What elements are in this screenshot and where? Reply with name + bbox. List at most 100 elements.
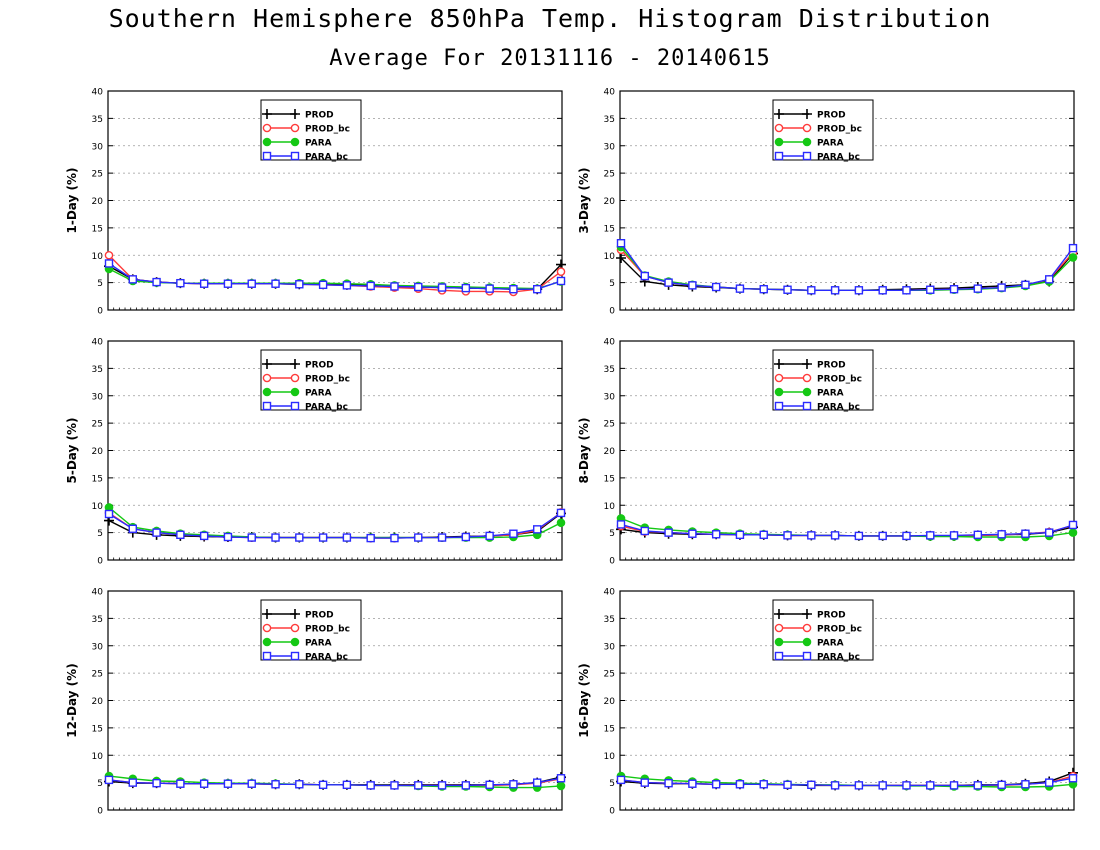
data-point bbox=[128, 524, 137, 533]
legend-label: PARA bbox=[817, 139, 844, 149]
data-point bbox=[104, 250, 114, 260]
legend-marker bbox=[290, 109, 300, 119]
y-tick-label: 10 bbox=[604, 752, 616, 762]
data-point bbox=[414, 282, 423, 292]
data-point bbox=[854, 531, 864, 541]
data-point bbox=[556, 781, 566, 791]
data-point bbox=[104, 259, 114, 268]
legend-label: PROD_bc bbox=[817, 625, 862, 635]
data-point bbox=[878, 781, 887, 790]
y-tick-label: 35 bbox=[92, 615, 103, 625]
data-point bbox=[616, 252, 626, 263]
legend-marker bbox=[774, 637, 784, 647]
y-tick-label: 10 bbox=[92, 752, 104, 762]
data-point bbox=[1068, 243, 1078, 253]
legend-marker bbox=[774, 123, 784, 133]
y-tick-label: 35 bbox=[604, 615, 615, 625]
y-tick-label: 0 bbox=[97, 807, 103, 817]
legend-label: PARA_bc bbox=[305, 153, 348, 163]
legend-label: PARA_bc bbox=[305, 653, 348, 663]
y-tick-label: 15 bbox=[92, 224, 103, 234]
y-tick-label: 10 bbox=[604, 252, 616, 262]
legend-marker bbox=[290, 137, 300, 147]
data-point bbox=[759, 284, 768, 294]
data-point bbox=[807, 286, 816, 295]
y-tick-label: 40 bbox=[92, 88, 104, 98]
y-axis-label: 12-Day (%) bbox=[65, 663, 79, 737]
data-point bbox=[366, 781, 375, 790]
y-tick-label: 25 bbox=[92, 670, 103, 680]
data-point bbox=[997, 780, 1006, 790]
data-point bbox=[783, 780, 792, 790]
chart-panel: 0 5 10 15 20 25 30 35 40 8-Day (%) PROD PROD_bc PARA… bbox=[577, 338, 1078, 567]
legend-marker bbox=[802, 151, 812, 161]
data-point bbox=[152, 778, 161, 788]
data-point bbox=[104, 775, 114, 785]
legend-marker bbox=[262, 609, 272, 619]
legend-marker bbox=[802, 401, 812, 411]
y-tick-label: 30 bbox=[92, 642, 104, 652]
legend: PROD PROD_bc PARA PARA_bc bbox=[260, 349, 362, 413]
data-point bbox=[199, 279, 209, 288]
chart-panel: 0 5 10 15 20 25 30 35 40 12-Day (%) PROD PROD_bc PAR… bbox=[65, 588, 566, 817]
legend-label: PROD bbox=[305, 361, 334, 371]
data-point bbox=[366, 533, 375, 543]
legend: PROD PROD_bc PARA PARA_bc bbox=[772, 99, 874, 163]
data-point bbox=[342, 533, 352, 542]
data-point bbox=[533, 778, 542, 787]
y-tick-label: 15 bbox=[604, 474, 615, 484]
data-point bbox=[509, 529, 518, 538]
legend-label: PROD_bc bbox=[305, 125, 350, 135]
data-point bbox=[926, 285, 935, 294]
y-tick-label: 30 bbox=[92, 142, 104, 152]
data-point bbox=[973, 781, 983, 790]
data-point bbox=[461, 532, 471, 542]
data-point bbox=[997, 530, 1006, 539]
page-subtitle: Average For 20131116 - 20140615 bbox=[329, 46, 771, 71]
y-tick-label: 0 bbox=[97, 307, 103, 317]
data-point bbox=[949, 284, 959, 294]
data-point bbox=[128, 778, 137, 787]
data-point bbox=[854, 286, 864, 295]
legend-label: PROD_bc bbox=[817, 375, 862, 385]
legend-label: PARA bbox=[305, 139, 332, 149]
data-point bbox=[271, 780, 280, 789]
data-point bbox=[247, 779, 256, 788]
data-point bbox=[973, 284, 983, 293]
y-tick-label: 35 bbox=[92, 365, 103, 375]
data-point bbox=[949, 781, 959, 790]
data-point bbox=[902, 286, 911, 295]
legend-box bbox=[260, 349, 362, 411]
data-point bbox=[664, 778, 673, 788]
y-tick-label: 5 bbox=[97, 529, 103, 539]
y-tick-label: 20 bbox=[92, 447, 104, 457]
y-tick-label: 35 bbox=[92, 115, 103, 125]
legend-marker bbox=[262, 637, 272, 647]
y-tick-label: 0 bbox=[609, 807, 615, 817]
legend-marker bbox=[290, 373, 300, 383]
data-point bbox=[461, 283, 471, 293]
legend-marker bbox=[290, 387, 300, 397]
data-point bbox=[128, 275, 137, 284]
data-point bbox=[437, 533, 447, 542]
chart-panel: 0 5 10 15 20 25 30 35 40 3-Day (%) PROD PROD_bc PARA… bbox=[577, 88, 1078, 317]
data-point bbox=[783, 531, 792, 540]
y-tick-label: 25 bbox=[92, 170, 103, 180]
legend-marker bbox=[802, 359, 812, 369]
legend-marker bbox=[774, 151, 784, 161]
data-point bbox=[735, 284, 745, 293]
data-point bbox=[485, 780, 494, 790]
y-tick-label: 35 bbox=[604, 115, 615, 125]
y-tick-label: 10 bbox=[604, 502, 616, 512]
legend-marker bbox=[262, 123, 272, 133]
data-point bbox=[556, 508, 566, 518]
legend-label: PROD bbox=[817, 111, 846, 121]
legend-label: PARA bbox=[817, 639, 844, 649]
legend-marker bbox=[290, 637, 300, 647]
y-tick-label: 10 bbox=[92, 502, 104, 512]
data-point bbox=[997, 283, 1006, 292]
y-tick-label: 5 bbox=[609, 779, 615, 789]
data-point bbox=[807, 780, 816, 790]
y-tick-label: 20 bbox=[92, 197, 104, 207]
data-point bbox=[556, 518, 566, 528]
